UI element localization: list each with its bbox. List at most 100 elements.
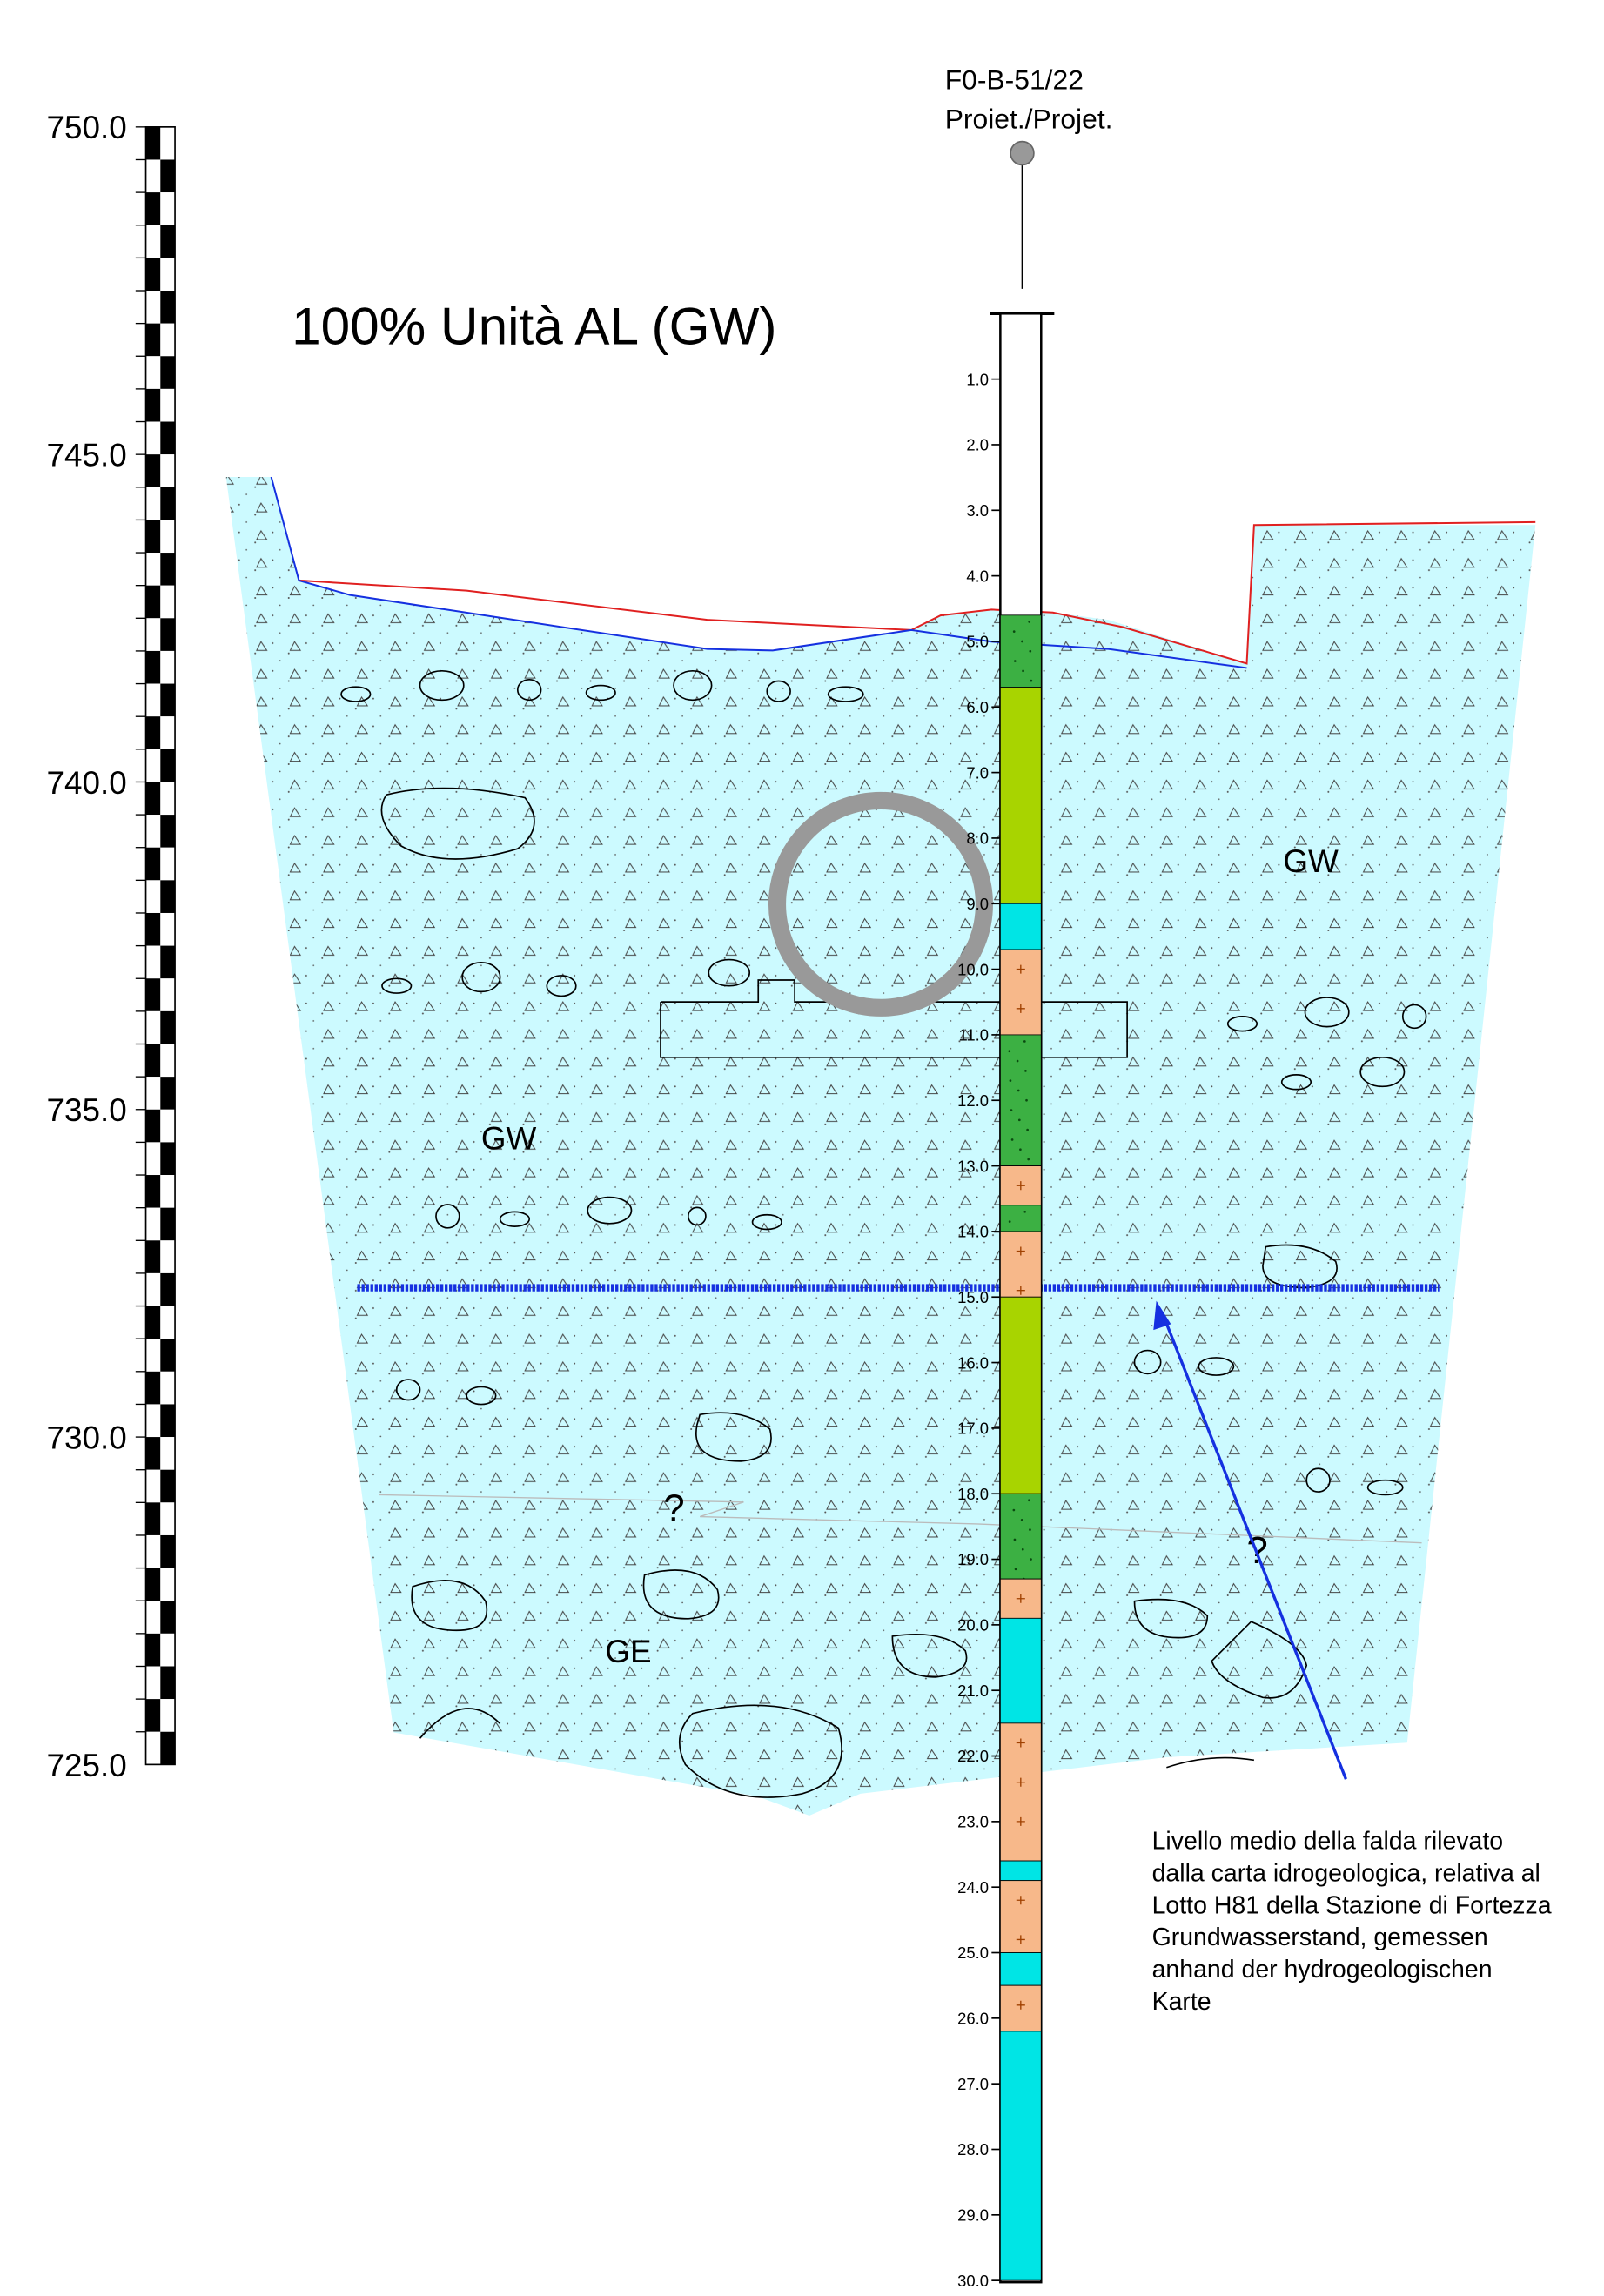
ruler-block xyxy=(145,1240,161,1273)
ruler-block xyxy=(160,1109,176,1143)
elevation-label: 730.0 xyxy=(47,1420,127,1455)
depth-label: 2.0 xyxy=(966,436,989,454)
gravel-dot xyxy=(1030,679,1033,682)
gravel-dot xyxy=(1026,1128,1029,1131)
note-line: anhand der hydrogeologischen xyxy=(1152,1956,1493,1984)
ruler-block xyxy=(160,323,176,357)
soil-layer xyxy=(999,1880,1042,1953)
sand-symbol xyxy=(1016,1594,1025,1603)
ruler-block xyxy=(145,1534,161,1568)
gravel-dot xyxy=(1024,1070,1027,1072)
ruler-block xyxy=(160,1044,176,1078)
ruler-block xyxy=(145,1437,161,1470)
sand-symbol xyxy=(1016,1246,1025,1256)
ruler-block xyxy=(145,1010,161,1044)
sand-symbol xyxy=(1016,1738,1025,1748)
ruler-block xyxy=(160,388,176,422)
ruler-block xyxy=(145,291,161,324)
ruler-block xyxy=(160,585,176,619)
ruler-block xyxy=(160,421,176,455)
ruler-block xyxy=(145,1044,161,1078)
excavation-line xyxy=(270,476,1247,669)
gravel-dot xyxy=(1012,1508,1016,1512)
note-line: Grundwasserstand, gemessen xyxy=(1152,1923,1488,1951)
depth-label: 4.0 xyxy=(966,567,989,585)
depth-label: 7.0 xyxy=(966,763,989,782)
ruler-block xyxy=(145,847,161,881)
gravel-dot xyxy=(1023,1210,1027,1213)
gravel-dot xyxy=(1020,1519,1023,1521)
soil-layer xyxy=(999,1860,1042,1882)
depth-label: 13.0 xyxy=(957,1157,989,1175)
ruler-block xyxy=(160,978,176,1011)
depth-label: 10.0 xyxy=(957,960,989,978)
depth-label: 25.0 xyxy=(957,1944,989,1962)
ruler-block xyxy=(145,454,161,487)
ruler-block xyxy=(145,749,161,782)
gravel-dot xyxy=(1013,660,1017,662)
ruler-block xyxy=(160,650,176,684)
ruler-block xyxy=(145,1077,161,1110)
elevation-label: 750.0 xyxy=(47,110,127,145)
borehole-label: Proiet./Projet. xyxy=(945,104,1113,135)
ruler-block xyxy=(145,585,161,619)
note-line: Livello medio della falda rilevato xyxy=(1152,1828,1504,1856)
ruler-block xyxy=(145,1207,161,1241)
ruler-block xyxy=(160,618,176,651)
ruler-block xyxy=(145,683,161,717)
sand-symbol xyxy=(1016,1816,1025,1826)
ruler-block xyxy=(160,749,176,782)
ruler-block xyxy=(160,912,176,946)
ruler-block xyxy=(160,356,176,389)
ruler-block xyxy=(160,847,176,881)
gravel-dot xyxy=(1013,1538,1017,1541)
depth-label: 26.0 xyxy=(957,2010,989,2028)
note-arrowhead xyxy=(1153,1300,1171,1331)
gravel-dot xyxy=(1025,1098,1028,1102)
depth-label: 29.0 xyxy=(957,2206,989,2225)
sand-symbol xyxy=(1016,1286,1025,1295)
gravel-dot xyxy=(1017,1118,1021,1122)
ruler-block xyxy=(160,291,176,324)
gravel-dot xyxy=(1017,1089,1020,1092)
ruler-block xyxy=(145,421,161,455)
elevation-label: 725.0 xyxy=(47,1748,127,1783)
ruler-block xyxy=(160,1534,176,1568)
ruler-block xyxy=(160,520,176,554)
depth-label: 27.0 xyxy=(957,2075,989,2093)
gravel-dot xyxy=(1029,649,1032,653)
ruler-block xyxy=(160,553,176,586)
ruler-block xyxy=(145,1109,161,1143)
ruler-block xyxy=(145,1469,161,1503)
ruler-block xyxy=(145,945,161,979)
elevation-label: 740.0 xyxy=(47,765,127,801)
soil-layer xyxy=(999,1493,1042,1580)
elevation-ruler: 750.0 745.0 740.0 735.0 730.0 725.0 xyxy=(47,110,176,1783)
ruler-block xyxy=(160,1437,176,1470)
depth-label: 12.0 xyxy=(957,1091,989,1110)
ruler-block xyxy=(145,126,161,160)
ruler-block xyxy=(145,1699,161,1732)
depth-label: 20.0 xyxy=(957,1616,989,1635)
ruler-block xyxy=(160,1568,176,1601)
ruler-block xyxy=(145,388,161,422)
ruler-block xyxy=(145,225,161,258)
gravel-dot xyxy=(1014,1568,1017,1571)
depth-label: 30.0 xyxy=(957,2272,989,2290)
sand-symbol xyxy=(1016,964,1025,974)
ruler-block xyxy=(160,1502,176,1535)
note-arrow xyxy=(1160,1312,1348,1780)
ruler-block xyxy=(160,1339,176,1372)
depth-label: 16.0 xyxy=(957,1353,989,1372)
note-line: dalla carta idrogeologica, relativa al xyxy=(1152,1859,1540,1887)
ruler-block xyxy=(160,880,176,913)
soil-layer xyxy=(999,903,1042,950)
soil-layer xyxy=(999,1617,1042,1724)
depth-label: 1.0 xyxy=(966,370,989,388)
depth-label: 19.0 xyxy=(957,1550,989,1568)
ruler-block xyxy=(160,126,176,160)
ruler-block xyxy=(160,1240,176,1273)
sand-symbol xyxy=(1016,1896,1025,1905)
